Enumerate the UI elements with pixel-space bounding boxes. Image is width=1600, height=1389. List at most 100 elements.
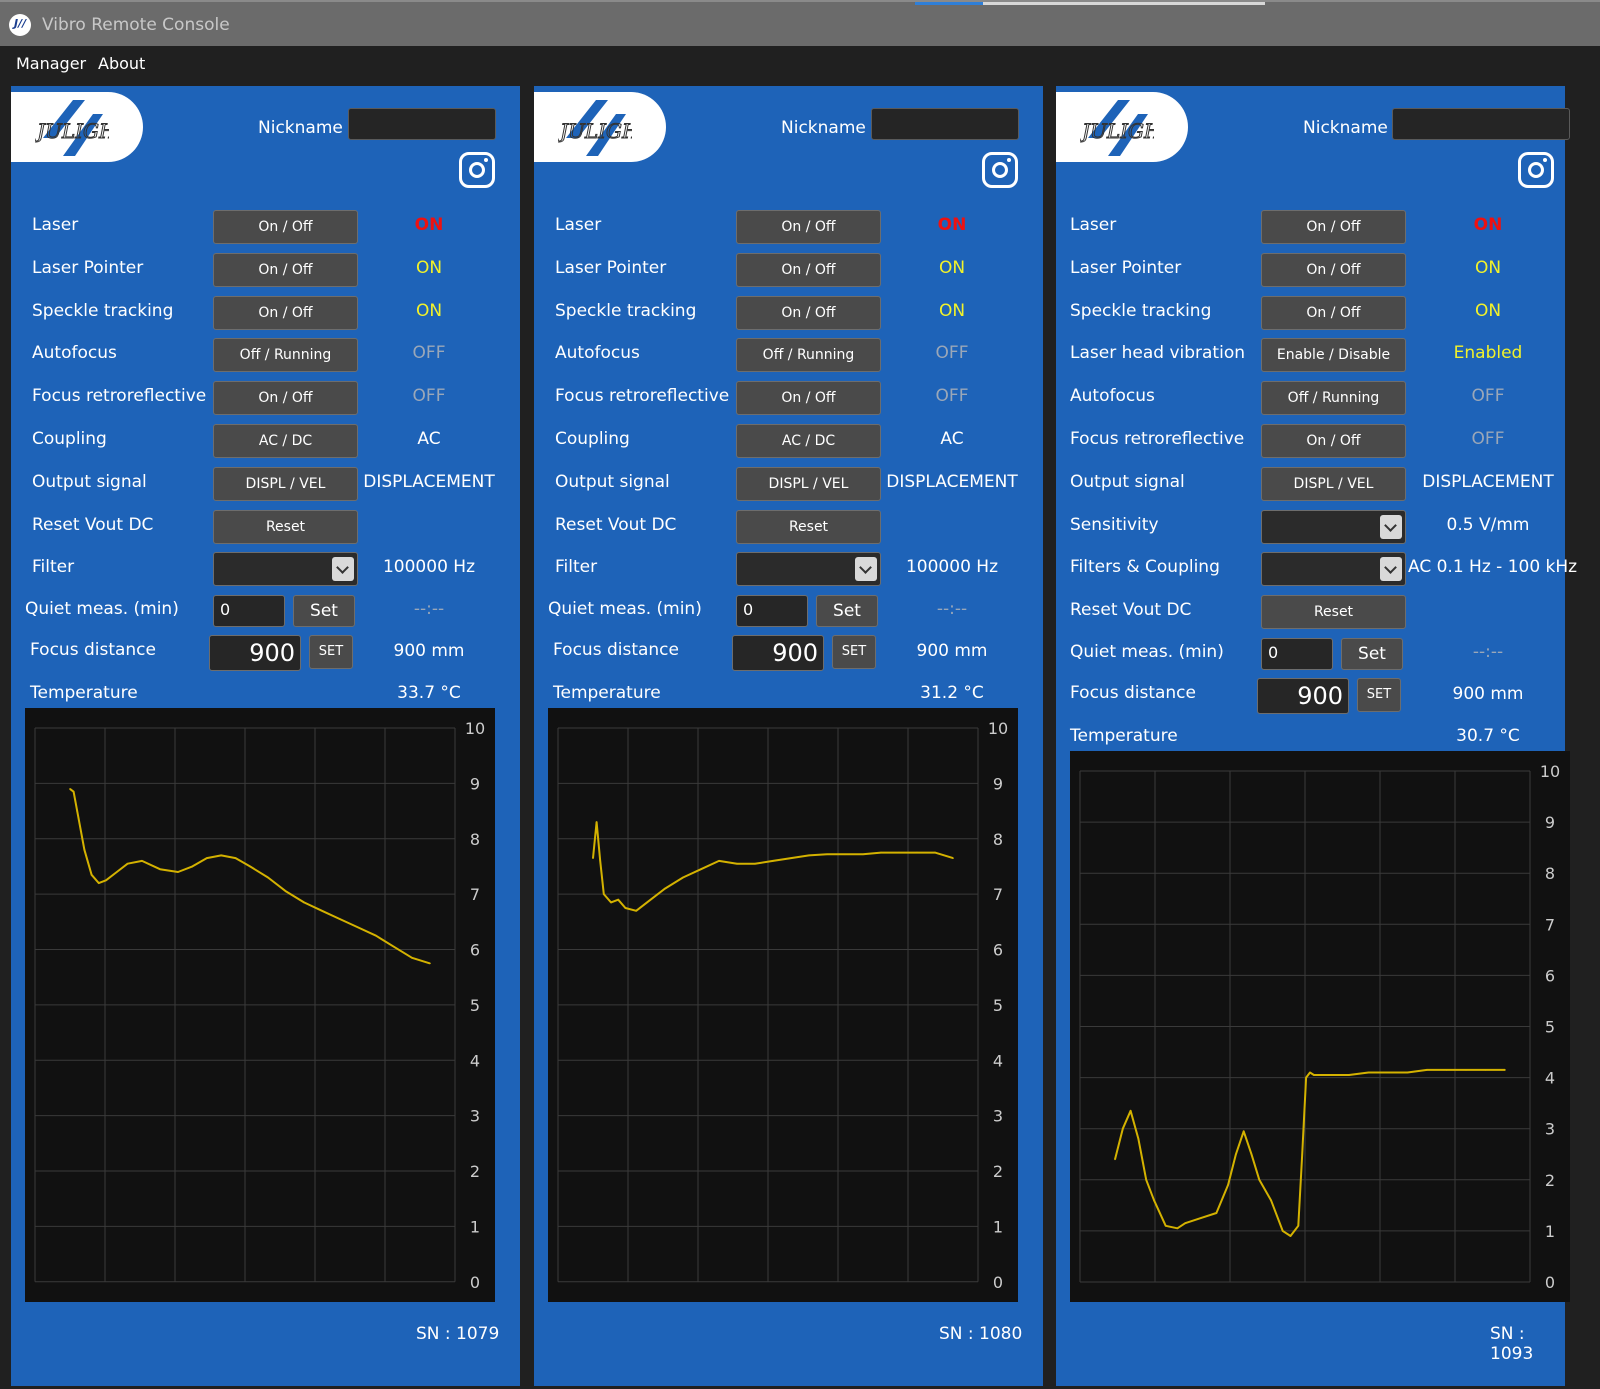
signal-trace-point: [76, 810, 78, 813]
signal-trace-point: [1289, 1235, 1292, 1237]
focus-distance-set-button[interactable]: SET: [309, 635, 353, 670]
filters-coupling-status: AC 0.1 Hz - 100 kHz: [1408, 557, 1578, 578]
signal-trace-point: [206, 857, 208, 860]
menu-manager[interactable]: Manager: [16, 54, 87, 73]
quiet-meas-set-button[interactable]: Set: [816, 595, 878, 628]
signal-trace-point: [90, 874, 93, 876]
autofocus-button[interactable]: Off / Running: [736, 338, 881, 373]
chevron-down-icon[interactable]: [1380, 557, 1402, 582]
row-label-output-signal: Output signal: [1070, 471, 1185, 492]
reset-vout-dc-button[interactable]: Reset: [213, 509, 358, 544]
reset-vout-dc-button[interactable]: Reset: [1261, 595, 1406, 630]
output-signal-button[interactable]: DISPL / VEL: [736, 466, 881, 501]
quiet-meas-label: Quiet meas. (min): [1070, 642, 1224, 662]
signal-trace-point: [934, 851, 936, 854]
row-label-reset-vout-dc: Reset Vout DC: [1070, 600, 1192, 621]
temperature-value: 33.7 °C: [397, 683, 461, 704]
reset-vout-dc-button[interactable]: Reset: [736, 509, 881, 544]
signal-trace-point: [1305, 1076, 1307, 1079]
filter-status: 100000 Hz: [382, 557, 475, 578]
instagram-icon[interactable]: [459, 152, 495, 188]
speckle-tracking-button[interactable]: On / Off: [736, 295, 881, 330]
output-signal-button[interactable]: DISPL / VEL: [213, 466, 358, 501]
quiet-meas-input[interactable]: 0: [1261, 638, 1333, 670]
laser-pointer-button[interactable]: On / Off: [213, 252, 358, 287]
signal-trace-point: [159, 868, 161, 871]
focus-retroreflective-button[interactable]: On / Off: [736, 381, 881, 416]
laser-pointer-button[interactable]: On / Off: [736, 252, 881, 287]
signal-trace-point: [898, 851, 900, 854]
focus-distance-input[interactable]: 900: [209, 635, 301, 672]
instagram-icon[interactable]: [982, 152, 1018, 188]
chevron-down-icon[interactable]: [855, 557, 877, 582]
focus-distance-input[interactable]: 900: [1257, 678, 1349, 714]
chart-y-tick-label: 9: [1545, 813, 1555, 832]
chevron-down-icon[interactable]: [332, 557, 354, 582]
svg-text:JULIGHT: JULIGHT: [558, 119, 632, 143]
instagram-icon-lens: [469, 162, 485, 178]
row-label-filter: Filter: [555, 557, 598, 578]
filter-select[interactable]: [213, 552, 358, 587]
signal-trace-point: [1114, 1158, 1116, 1161]
julight-logo-icon: JULIGHT: [558, 100, 632, 156]
menu-about[interactable]: About: [98, 54, 146, 73]
quiet-meas-input[interactable]: 0: [213, 595, 285, 628]
signal-trace-point: [98, 882, 100, 885]
nickname-label: Nickname: [1303, 118, 1388, 138]
filters-coupling-select[interactable]: [1261, 552, 1406, 587]
signal-trace-point: [682, 876, 684, 879]
quiet-meas-label: Quiet meas. (min): [25, 599, 179, 620]
coupling-status: AC: [417, 429, 441, 449]
nickname-input[interactable]: [871, 108, 1019, 140]
signal-trace-point: [1215, 1212, 1218, 1214]
laser-pointer-status: ON: [938, 257, 966, 278]
laser-button[interactable]: On / Off: [736, 210, 881, 244]
signal-trace-point: [1281, 1230, 1284, 1232]
signal-trace-point: [1122, 1127, 1124, 1130]
sensitivity-select[interactable]: [1261, 509, 1406, 544]
focus-distance-set-button[interactable]: SET: [1357, 678, 1401, 712]
sensitivity-status: 0.5 V/mm: [1446, 514, 1530, 535]
chart-y-tick-label: 6: [1545, 966, 1555, 985]
row-label-autofocus: Autofocus: [1070, 386, 1155, 407]
signal-trace-point: [1258, 1179, 1261, 1181]
signal-trace-point: [321, 910, 323, 912]
output-signal-button[interactable]: DISPL / VEL: [1261, 466, 1406, 501]
focus-retroreflective-button[interactable]: On / Off: [1261, 424, 1406, 458]
signal-trace-point: [1250, 1153, 1253, 1156]
instagram-icon[interactable]: [1518, 152, 1554, 188]
laser-status: ON: [1473, 215, 1503, 235]
chevron-down-icon[interactable]: [1380, 514, 1402, 539]
focus-distance-status: 900 mm: [916, 641, 988, 662]
nickname-input[interactable]: [348, 108, 496, 140]
focus-distance-set-button[interactable]: SET: [832, 635, 876, 670]
focus-retroreflective-button[interactable]: On / Off: [213, 381, 358, 416]
autofocus-button[interactable]: Off / Running: [1261, 381, 1406, 416]
laser-button[interactable]: On / Off: [1261, 210, 1406, 244]
temperature-value: 31.2 °C: [920, 683, 984, 704]
focus-distance-input[interactable]: 900: [732, 635, 824, 672]
signal-chart: 0 1 2 3 4 5 6 7 8 9 10: [548, 708, 1018, 1302]
quiet-meas-status: --:--: [413, 599, 445, 620]
signal-trace-point: [1367, 1071, 1370, 1074]
quiet-meas-status: --:--: [936, 599, 968, 620]
autofocus-button[interactable]: Off / Running: [213, 338, 358, 373]
signal-trace-point: [610, 901, 612, 904]
chart-y-tick-label: 1: [470, 1218, 480, 1237]
nickname-input[interactable]: [1392, 108, 1570, 140]
quiet-meas-set-button[interactable]: Set: [1341, 638, 1403, 670]
filter-select[interactable]: [736, 552, 881, 587]
laser-button[interactable]: On / Off: [213, 210, 358, 244]
coupling-button[interactable]: AC / DC: [213, 424, 358, 458]
speckle-tracking-button[interactable]: On / Off: [213, 295, 358, 330]
chart-y-tick-label: 9: [993, 775, 1003, 794]
quiet-meas-set-button[interactable]: Set: [293, 595, 355, 628]
coupling-button[interactable]: AC / DC: [736, 424, 881, 458]
quiet-meas-input[interactable]: 0: [736, 595, 808, 628]
speckle-tracking-button[interactable]: On / Off: [1261, 295, 1406, 330]
laser-pointer-button[interactable]: On / Off: [1261, 252, 1406, 287]
signal-trace-point: [700, 868, 702, 871]
row-label-laser-head-vibration: Laser head vibration: [1070, 343, 1245, 364]
laser-head-vibration-button[interactable]: Enable / Disable: [1261, 338, 1406, 373]
chart-y-tick-label: 7: [470, 885, 480, 904]
